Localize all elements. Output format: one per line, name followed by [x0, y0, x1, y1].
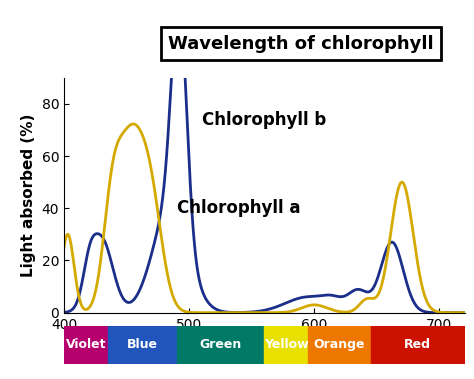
Bar: [64, 326, 108, 364]
Text: Yellow: Yellow: [264, 338, 309, 351]
Text: Chlorophyll a: Chlorophyll a: [177, 199, 300, 218]
Text: Green: Green: [200, 338, 242, 351]
Y-axis label: Light absorbed (%): Light absorbed (%): [21, 113, 36, 277]
Text: Orange: Orange: [314, 338, 365, 351]
Bar: [308, 326, 371, 364]
Text: Chlorophyll b: Chlorophyll b: [201, 111, 326, 129]
Text: Violet: Violet: [65, 338, 106, 351]
Text: Wavelength of chlorophyll: Wavelength of chlorophyll: [168, 34, 434, 53]
Bar: [371, 326, 465, 364]
Text: Red: Red: [404, 338, 431, 351]
Bar: [177, 326, 264, 364]
Text: Blue: Blue: [127, 338, 158, 351]
X-axis label: Wavelength (nm): Wavelength (nm): [190, 337, 338, 352]
Bar: [108, 326, 177, 364]
Bar: [264, 326, 308, 364]
